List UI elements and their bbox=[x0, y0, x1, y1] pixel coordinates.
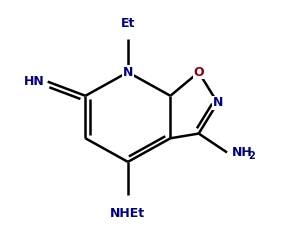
Text: N: N bbox=[212, 96, 223, 109]
Text: O: O bbox=[193, 66, 204, 79]
Text: NHEt: NHEt bbox=[110, 207, 145, 220]
Text: HN: HN bbox=[24, 75, 45, 88]
Text: N: N bbox=[123, 66, 133, 79]
Text: NH: NH bbox=[232, 146, 252, 159]
Text: 2: 2 bbox=[248, 151, 255, 161]
Text: Et: Et bbox=[121, 17, 135, 30]
